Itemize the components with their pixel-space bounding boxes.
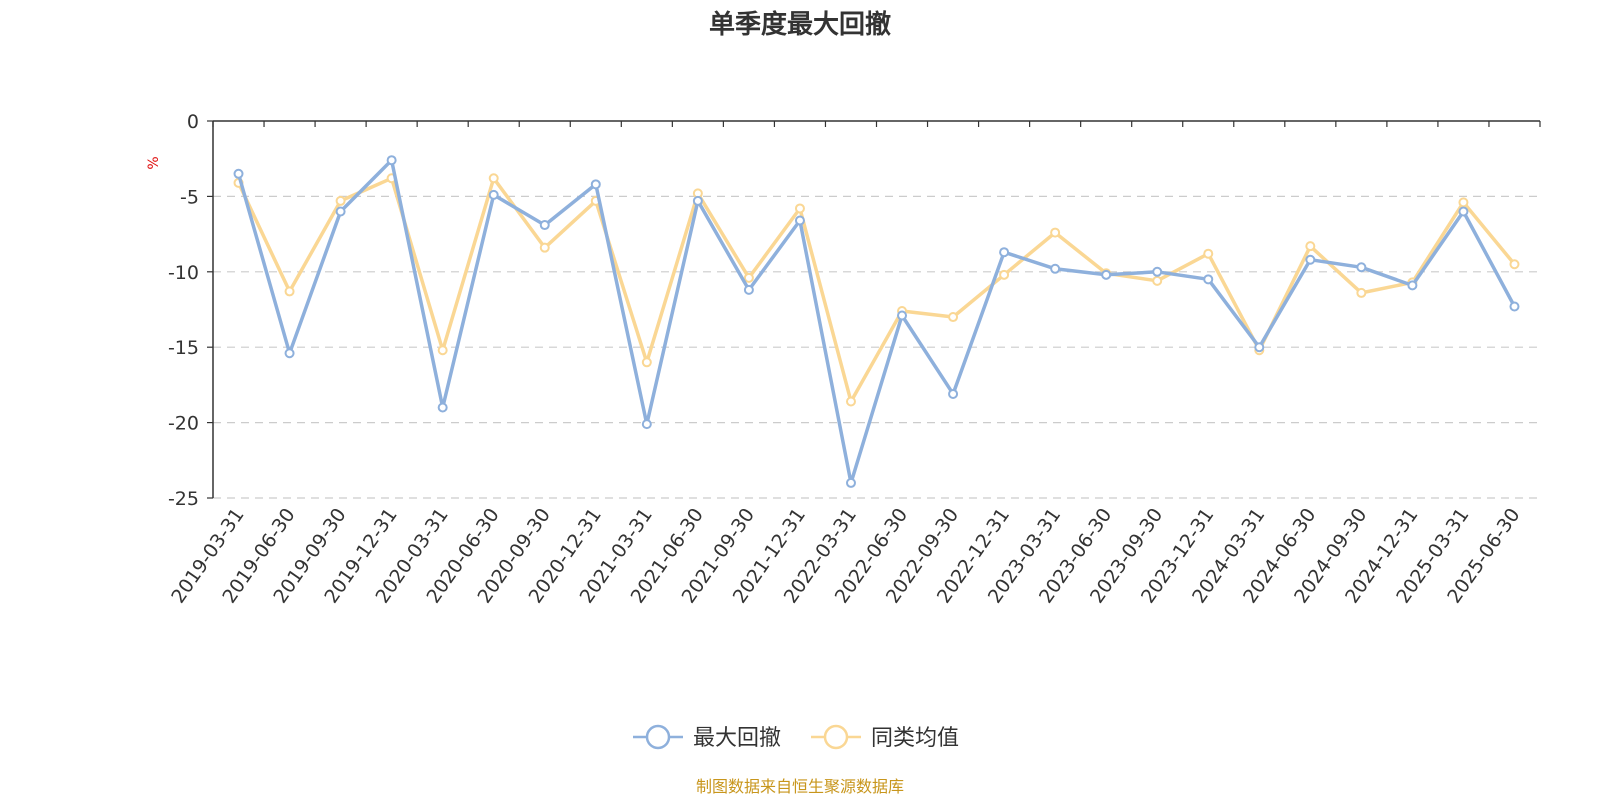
data-point[interactable] xyxy=(692,195,703,206)
data-point[interactable] xyxy=(1509,301,1520,312)
y-tick-label: 0 xyxy=(187,111,199,133)
y-tick-label: -5 xyxy=(180,186,199,208)
data-point[interactable] xyxy=(845,396,856,407)
data-point[interactable] xyxy=(1509,259,1520,270)
data-point[interactable] xyxy=(948,312,959,323)
data-point[interactable] xyxy=(1305,241,1316,252)
data-point[interactable] xyxy=(948,388,959,399)
y-tick-label: -15 xyxy=(168,337,199,359)
grid-lines xyxy=(213,195,1540,499)
legend[interactable]: 最大回撤 同类均值 xyxy=(633,724,959,751)
data-point[interactable] xyxy=(1305,254,1316,265)
series-layer xyxy=(233,155,1520,488)
data-point[interactable] xyxy=(743,284,754,295)
data-point[interactable] xyxy=(1050,263,1061,274)
data-point[interactable] xyxy=(1101,269,1112,280)
series-line xyxy=(236,176,1516,404)
y-axis-unit: % xyxy=(146,156,162,169)
y-tick-label: -25 xyxy=(168,488,199,510)
data-point[interactable] xyxy=(335,206,346,217)
chart-title: 单季度最大回撤 xyxy=(709,9,891,40)
legend-label: 同类均值 xyxy=(871,726,959,751)
data-point[interactable] xyxy=(1203,274,1214,285)
data-point[interactable] xyxy=(1458,197,1469,208)
data-point[interactable] xyxy=(590,179,601,190)
legend-label: 最大回撤 xyxy=(693,726,781,751)
data-point[interactable] xyxy=(641,419,652,430)
data-point[interactable] xyxy=(1152,275,1163,286)
legend-marker-icon xyxy=(645,724,671,750)
data-point[interactable] xyxy=(488,189,499,200)
data-point[interactable] xyxy=(233,168,244,179)
y-tick-label: -10 xyxy=(168,262,199,284)
axes xyxy=(207,120,1541,499)
data-point[interactable] xyxy=(437,345,448,356)
x-tick-labels: 2019-03-312019-06-302019-09-302019-12-31… xyxy=(167,504,1524,607)
series-line xyxy=(236,158,1517,485)
data-point[interactable] xyxy=(1203,248,1214,259)
data-point[interactable] xyxy=(539,220,550,231)
data-point[interactable] xyxy=(743,272,754,283)
legend-marker-icon xyxy=(823,724,849,750)
y-tick-labels: 0 -5 -10 -15 -20 -25 xyxy=(168,111,199,510)
data-point[interactable] xyxy=(641,357,652,368)
source-note: 制图数据来自恒生聚源数据库 xyxy=(696,777,904,796)
data-point[interactable] xyxy=(897,310,908,321)
data-point[interactable] xyxy=(284,348,295,359)
data-point[interactable] xyxy=(386,155,397,166)
data-point[interactable] xyxy=(794,215,805,226)
data-point[interactable] xyxy=(1152,266,1163,277)
data-point[interactable] xyxy=(1458,206,1469,217)
series-1 xyxy=(233,155,1520,488)
data-point[interactable] xyxy=(335,195,346,206)
data-point[interactable] xyxy=(539,242,550,253)
data-point[interactable] xyxy=(845,477,856,488)
y-tick-label: -20 xyxy=(168,413,199,435)
data-point[interactable] xyxy=(1407,280,1418,291)
series-2 xyxy=(233,173,1520,407)
data-point[interactable] xyxy=(1254,342,1265,353)
data-point[interactable] xyxy=(1356,262,1367,273)
data-point[interactable] xyxy=(999,269,1010,280)
data-point[interactable] xyxy=(1356,287,1367,298)
data-point[interactable] xyxy=(488,173,499,184)
data-point[interactable] xyxy=(999,247,1010,258)
data-point[interactable] xyxy=(1050,227,1061,238)
data-point[interactable] xyxy=(284,286,295,297)
data-point[interactable] xyxy=(794,203,805,214)
legend-item-2[interactable]: 同类均值 xyxy=(811,724,959,751)
data-point[interactable] xyxy=(437,402,448,413)
legend-item-1[interactable]: 最大回撤 xyxy=(633,724,781,751)
